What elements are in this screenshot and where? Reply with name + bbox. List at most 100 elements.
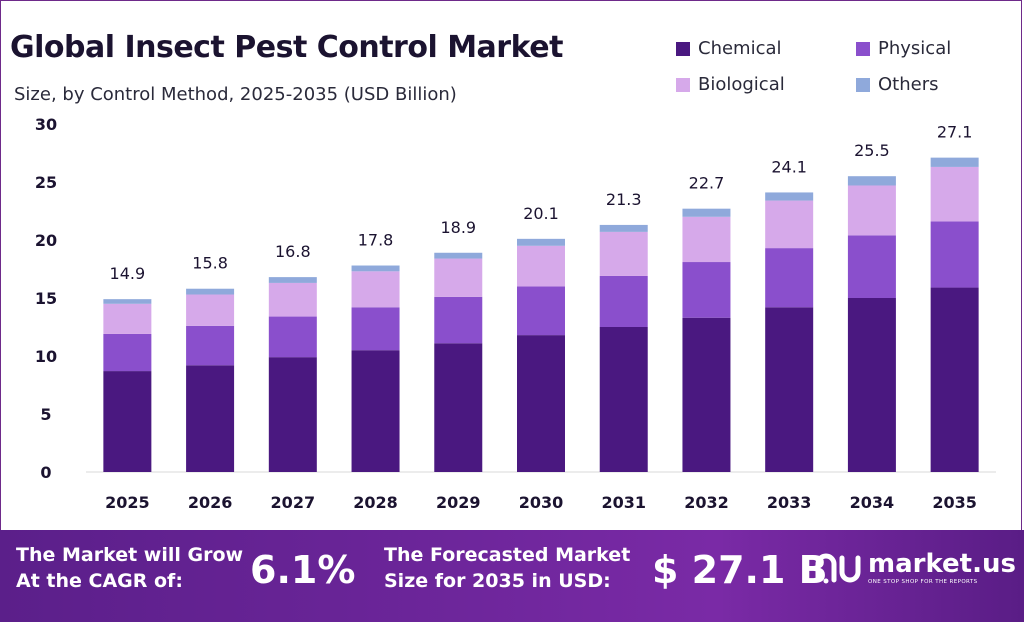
x-tick-label: 2032 bbox=[684, 493, 729, 512]
y-tick-label: 5 bbox=[40, 405, 51, 424]
brand-logo: market.us ONE STOP SHOP FOR THE REPORTS bbox=[814, 550, 1016, 586]
bar-segment-biological bbox=[682, 216, 731, 263]
bar-segment-others bbox=[682, 208, 731, 217]
chart-title: Global Insect Pest Control Market bbox=[10, 30, 563, 65]
bar-segment-physical bbox=[765, 248, 814, 308]
bar-segment-others bbox=[186, 288, 235, 295]
bar-segment-physical bbox=[268, 316, 317, 358]
legend-item-biological: Biological bbox=[676, 74, 785, 95]
bar-total-label: 27.1 bbox=[937, 123, 973, 142]
bar-segment-chemical bbox=[599, 327, 648, 472]
y-tick-label: 30 bbox=[35, 115, 57, 134]
bar-segment-others bbox=[268, 277, 317, 283]
forecast-label: The Forecasted Market Size for 2035 in U… bbox=[384, 542, 630, 594]
x-tick-label: 2034 bbox=[850, 493, 895, 512]
brand-tagline: ONE STOP SHOP FOR THE REPORTS bbox=[868, 579, 978, 585]
x-tick-label: 2025 bbox=[105, 493, 150, 512]
bar-segment-chemical bbox=[847, 298, 896, 472]
x-tick-label: 2028 bbox=[353, 493, 398, 512]
bar-segment-biological bbox=[517, 245, 565, 287]
bar-total-label: 22.7 bbox=[689, 174, 725, 193]
forecast-value: $ 27.1 B bbox=[652, 548, 828, 592]
x-tick-label: 2030 bbox=[519, 493, 564, 512]
bar-segment-physical bbox=[847, 235, 896, 298]
bar-segment-chemical bbox=[517, 335, 565, 472]
legend-label-biological: Biological bbox=[698, 74, 785, 95]
bar-segment-physical bbox=[103, 333, 152, 372]
x-tick-label: 2027 bbox=[271, 493, 316, 512]
bar-segment-physical bbox=[682, 262, 731, 318]
bar-segment-others bbox=[434, 252, 483, 259]
bar-segment-biological bbox=[765, 200, 814, 249]
legend-label-others: Others bbox=[878, 74, 939, 95]
x-tick-label: 2026 bbox=[188, 493, 233, 512]
bar-segment-biological bbox=[186, 294, 235, 326]
bar-total-label: 25.5 bbox=[854, 141, 890, 160]
legend-label-chemical: Chemical bbox=[698, 38, 782, 59]
x-tick-label: 2033 bbox=[767, 493, 812, 512]
bar-total-label: 24.1 bbox=[771, 157, 807, 176]
bar-segment-chemical bbox=[682, 317, 731, 472]
bar-segment-physical bbox=[517, 286, 565, 336]
bar-segment-physical bbox=[599, 275, 648, 327]
brand-name: market.us bbox=[868, 549, 1016, 579]
bar-segment-chemical bbox=[434, 343, 483, 472]
bar-segment-chemical bbox=[351, 350, 400, 472]
legend: Chemical Physical Biological Others bbox=[676, 38, 1006, 108]
x-tick-label: 2029 bbox=[436, 493, 481, 512]
y-tick-label: 20 bbox=[35, 231, 57, 250]
cagr-label-line-2: At the CAGR of: bbox=[16, 570, 183, 592]
bar-total-label: 20.1 bbox=[523, 204, 559, 223]
legend-item-physical: Physical bbox=[856, 38, 951, 59]
cagr-value: 6.1% bbox=[250, 548, 356, 592]
forecast-label-line-1: The Forecasted Market bbox=[384, 544, 631, 566]
bar-segment-others bbox=[517, 238, 565, 246]
y-tick-label: 15 bbox=[35, 289, 57, 308]
bar-segment-biological bbox=[599, 231, 648, 276]
forecast-label-line-2: Size for 2035 in USD: bbox=[384, 570, 611, 592]
legend-swatch-others bbox=[856, 77, 870, 92]
bar-total-label: 14.9 bbox=[110, 264, 146, 283]
y-tick-label: 10 bbox=[35, 347, 57, 366]
y-tick-label: 0 bbox=[40, 463, 51, 482]
chart-subtitle: Size, by Control Method, 2025-2035 (USD … bbox=[14, 84, 457, 105]
bar-segment-physical bbox=[434, 296, 483, 344]
bar-total-label: 18.9 bbox=[440, 218, 476, 237]
bar-segment-others bbox=[103, 299, 152, 304]
legend-swatch-chemical bbox=[676, 41, 690, 56]
bar-segment-chemical bbox=[186, 365, 235, 472]
y-tick-label: 25 bbox=[35, 173, 57, 192]
bar-segment-biological bbox=[351, 271, 400, 308]
bar-segment-chemical bbox=[268, 357, 317, 472]
bar-segment-biological bbox=[847, 185, 896, 236]
bar-total-label: 16.8 bbox=[275, 242, 311, 261]
cagr-label: The Market will Grow At the CAGR of: bbox=[16, 542, 243, 594]
legend-item-chemical: Chemical bbox=[676, 38, 782, 59]
bar-total-label: 15.8 bbox=[192, 254, 228, 273]
bar-segment-chemical bbox=[103, 371, 152, 472]
bar-total-label: 17.8 bbox=[358, 231, 394, 250]
bar-segment-physical bbox=[351, 307, 400, 351]
legend-item-others: Others bbox=[856, 74, 939, 95]
bar-segment-biological bbox=[930, 166, 979, 222]
bar-segment-chemical bbox=[930, 287, 979, 472]
stacked-bar-chart: 05101520253014.9202515.8202616.8202717.8… bbox=[35, 115, 996, 512]
legend-swatch-biological bbox=[676, 77, 690, 92]
bar-segment-others bbox=[599, 224, 648, 232]
bar-segment-biological bbox=[434, 258, 483, 297]
bar-segment-others bbox=[847, 176, 896, 186]
x-tick-label: 2031 bbox=[601, 493, 646, 512]
cagr-label-line-1: The Market will Grow bbox=[16, 544, 244, 566]
market-us-logo-icon bbox=[815, 553, 861, 584]
bar-segment-biological bbox=[103, 303, 152, 334]
legend-swatch-physical bbox=[856, 41, 870, 56]
bar-segment-physical bbox=[186, 325, 235, 366]
bar-segment-physical bbox=[930, 221, 979, 288]
bar-segment-others bbox=[351, 265, 400, 272]
x-tick-label: 2035 bbox=[932, 493, 977, 512]
bar-segment-others bbox=[765, 192, 814, 201]
bar-total-label: 21.3 bbox=[606, 190, 642, 209]
bar-segment-others bbox=[930, 157, 979, 167]
bar-segment-chemical bbox=[765, 307, 814, 472]
bar-segment-biological bbox=[268, 282, 317, 317]
